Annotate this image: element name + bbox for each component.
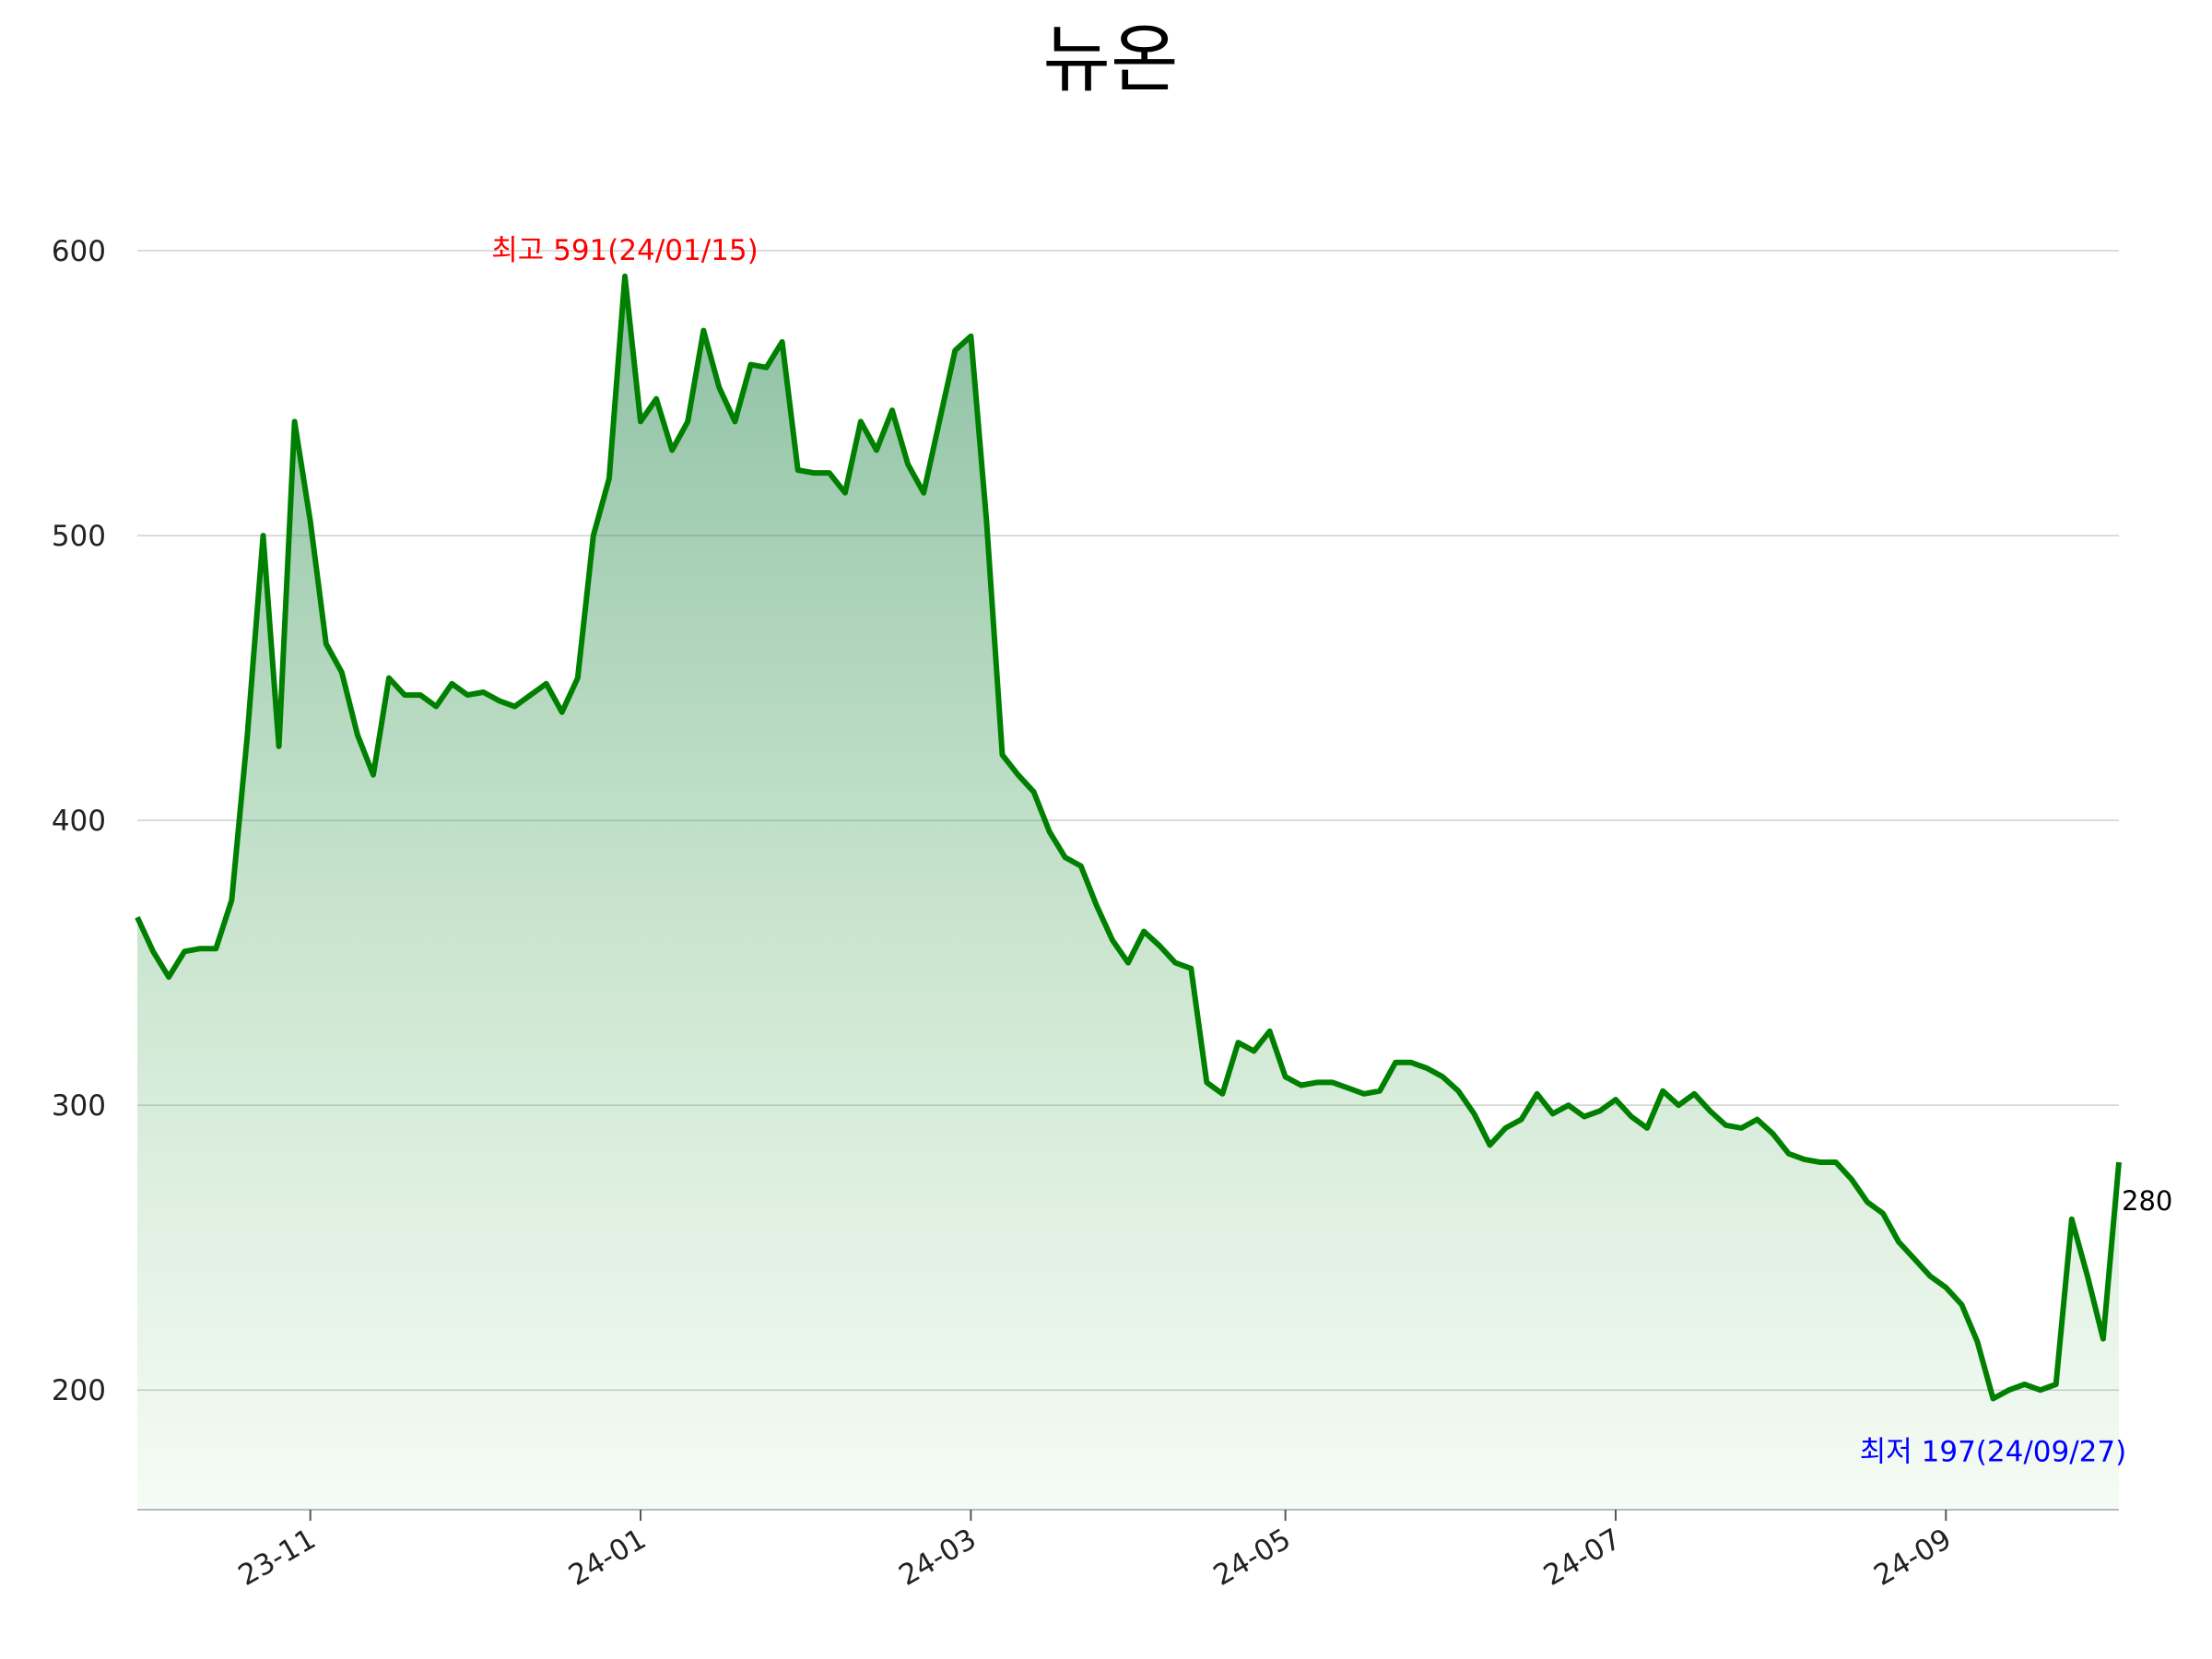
y-tick-label: 300 <box>52 1089 106 1123</box>
x-tick-label: 24-05 <box>1208 1523 1297 1593</box>
max-annotation: 최고 591(24/01/15) <box>491 234 758 267</box>
x-tick-label: 24-03 <box>893 1523 982 1593</box>
x-tick-label: 23-11 <box>233 1523 322 1593</box>
price-line <box>135 273 2122 1402</box>
min-annotation: 최저 197(24/09/27) <box>1860 1435 2126 1468</box>
x-tick-label: 24-09 <box>1868 1523 1957 1593</box>
y-tick-label: 200 <box>52 1374 106 1407</box>
y-tick-label: 600 <box>52 235 106 268</box>
area <box>137 276 2119 1510</box>
last-value-label: 280 <box>2122 1185 2172 1217</box>
y-tick-label: 500 <box>52 520 106 553</box>
y-tick-label: 400 <box>52 805 106 838</box>
x-tick-label: 24-07 <box>1538 1523 1627 1593</box>
x-tick-label: 24-01 <box>563 1523 652 1593</box>
chart-title: 뉴온 <box>1042 17 1178 102</box>
